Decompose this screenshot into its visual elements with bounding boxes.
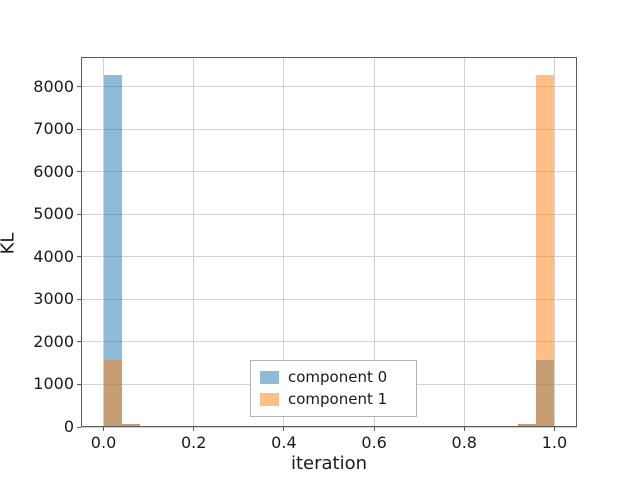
histogram-bar-component-1 bbox=[121, 424, 140, 427]
y-tick-mark bbox=[77, 256, 81, 258]
gridline-horizontal bbox=[81, 256, 577, 258]
x-tick-label: 0.8 bbox=[451, 433, 477, 452]
histogram-bar-component-0 bbox=[103, 75, 122, 427]
x-tick-label: 0.2 bbox=[180, 433, 207, 452]
y-tick-mark bbox=[77, 426, 81, 428]
x-tick-label: 0.6 bbox=[361, 433, 387, 452]
y-tick-mark bbox=[77, 341, 81, 343]
x-tick-label: 1.0 bbox=[541, 433, 568, 452]
gridline-horizontal bbox=[81, 128, 577, 130]
y-tick-label: 5000 bbox=[33, 204, 74, 224]
y-tick-label: 4000 bbox=[33, 246, 74, 266]
legend-swatch-component-1 bbox=[260, 393, 279, 406]
y-tick-label: 8000 bbox=[33, 76, 74, 96]
gridline-vertical bbox=[553, 57, 555, 427]
x-tick-label: 0.4 bbox=[271, 433, 297, 452]
y-tick-mark bbox=[77, 171, 81, 173]
legend-entry-component-0: component 0 bbox=[260, 369, 416, 386]
x-tick-mark bbox=[193, 427, 195, 431]
gridline-horizontal bbox=[81, 171, 577, 173]
gridline-horizontal bbox=[81, 213, 577, 215]
gridline-horizontal bbox=[81, 86, 577, 88]
x-tick-mark bbox=[463, 427, 465, 431]
legend-label: component 0 bbox=[288, 368, 388, 386]
histogram-bar-component-1 bbox=[536, 75, 555, 427]
legend-label: component 1 bbox=[288, 390, 388, 408]
y-tick-mark bbox=[77, 128, 81, 130]
y-tick-label: 0 bbox=[63, 417, 74, 436]
x-tick-mark bbox=[103, 427, 105, 431]
y-tick-label: 2000 bbox=[33, 331, 74, 351]
y-tick-label: 3000 bbox=[33, 289, 74, 309]
legend-swatch-component-0 bbox=[260, 371, 279, 384]
y-tick-mark bbox=[77, 383, 81, 385]
y-tick-label: 1000 bbox=[33, 374, 74, 394]
gridline-horizontal bbox=[81, 426, 577, 428]
legend-entry-component-1: component 1 bbox=[260, 391, 416, 408]
x-axis-label: iteration bbox=[290, 453, 368, 474]
x-tick-label: 0.0 bbox=[90, 433, 117, 452]
x-tick-mark bbox=[373, 427, 375, 431]
y-tick-mark bbox=[77, 298, 81, 300]
y-tick-label: 7000 bbox=[33, 119, 74, 139]
gridline-vertical bbox=[463, 57, 465, 427]
histogram-bar-component-1 bbox=[518, 424, 537, 427]
gridline-vertical bbox=[283, 57, 285, 427]
gridline-horizontal bbox=[81, 341, 577, 343]
y-tick-label: 6000 bbox=[33, 161, 74, 181]
legend: component 0 component 1 bbox=[250, 360, 417, 417]
y-tick-mark bbox=[77, 213, 81, 215]
histogram-bar-component-1 bbox=[103, 359, 122, 427]
gridline-vertical bbox=[373, 57, 375, 427]
gridline-horizontal bbox=[81, 298, 577, 300]
y-tick-mark bbox=[77, 86, 81, 88]
x-tick-mark bbox=[283, 427, 285, 431]
gridline-vertical bbox=[193, 57, 195, 427]
x-tick-mark bbox=[553, 427, 555, 431]
